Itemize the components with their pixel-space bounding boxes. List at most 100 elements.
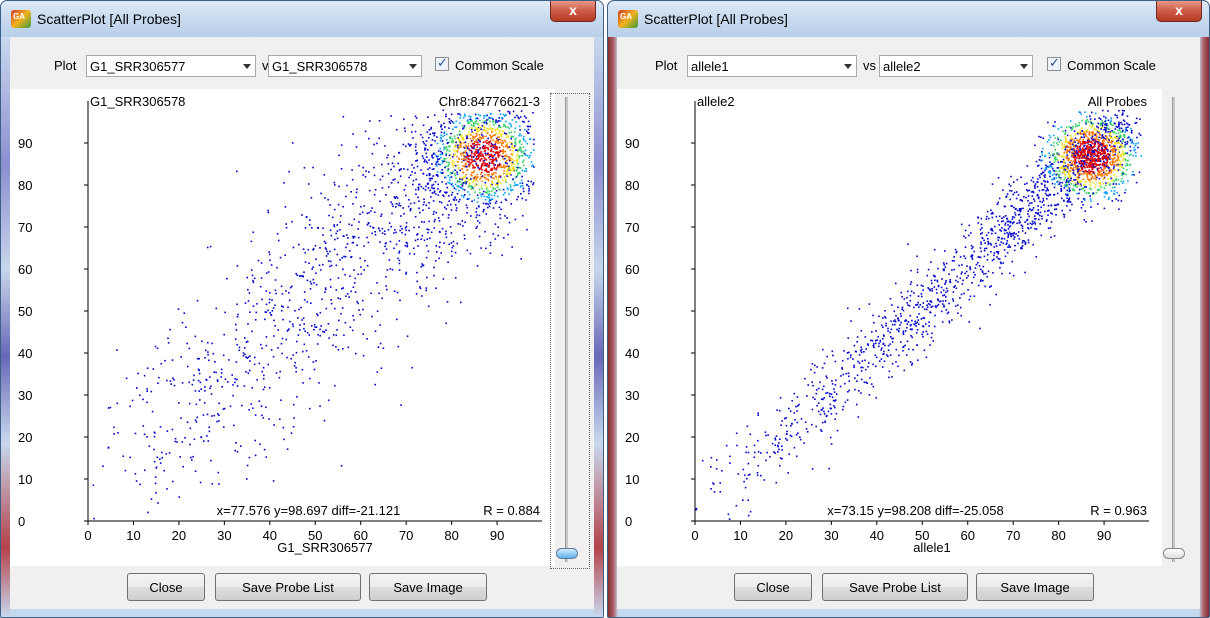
- scatter-point: [1081, 141, 1084, 143]
- scatter-point: [1102, 156, 1105, 158]
- scatter-point: [786, 433, 788, 435]
- scatter-point: [180, 356, 182, 358]
- common-scale-checkbox[interactable]: ✓: [1047, 55, 1061, 71]
- scatter-point: [368, 189, 371, 192]
- scatter-point: [1051, 182, 1054, 185]
- scatter-point: [1048, 166, 1050, 168]
- scatter-point: [902, 349, 904, 352]
- x-dataset-select[interactable]: G1_SRR306577: [86, 55, 256, 77]
- scatter-point: [1024, 243, 1027, 245]
- scatter-point: [488, 164, 490, 167]
- scatter-point: [421, 155, 424, 157]
- scatter-point: [209, 245, 212, 248]
- y-dataset-select[interactable]: allele2: [879, 55, 1033, 77]
- scatter-point: [917, 323, 920, 325]
- scatter-point: [826, 377, 828, 379]
- scatter-point: [470, 128, 473, 131]
- scatter-point: [476, 173, 478, 176]
- scatter-chart[interactable]: 0 10 20 30 40 50 60 70 80 900102030405060708090G1…: [10, 89, 555, 566]
- window-close-button[interactable]: x: [1156, 1, 1202, 22]
- scatter-point: [258, 362, 261, 365]
- scatter-point: [484, 181, 487, 184]
- scatter-point: [1113, 147, 1116, 150]
- scatter-point: [1044, 192, 1047, 195]
- dot-size-slider-track[interactable]: [565, 97, 568, 562]
- title-bar[interactable]: GA ScatterPlot [All Probes] x: [608, 1, 1209, 37]
- scatter-point: [1066, 183, 1068, 186]
- scatter-point: [1053, 193, 1056, 196]
- scatter-point: [492, 150, 495, 153]
- scatter-point: [937, 285, 940, 288]
- scatter-point: [1052, 125, 1055, 127]
- scatter-point: [503, 164, 505, 167]
- y-dataset-select[interactable]: G1_SRR306578: [268, 55, 422, 77]
- scatter-point: [464, 141, 467, 143]
- title-bar[interactable]: GA ScatterPlot [All Probes] x: [1, 1, 603, 37]
- save-image-button[interactable]: Save Image: [369, 573, 487, 601]
- scatter-point: [1070, 146, 1072, 149]
- scatter-point: [1071, 168, 1074, 170]
- scatter-point: [267, 211, 270, 214]
- scatter-point: [889, 343, 891, 345]
- scatter-point: [1045, 194, 1048, 197]
- scatter-point: [1086, 159, 1089, 161]
- scatter-point: [1108, 170, 1110, 173]
- scatter-point: [1112, 168, 1115, 171]
- scatter-point: [854, 388, 856, 391]
- scatter-point: [486, 171, 489, 173]
- scatter-point: [208, 430, 211, 433]
- scatter-point: [514, 142, 516, 144]
- scatter-point: [436, 136, 438, 138]
- scatter-point: [481, 171, 483, 174]
- scatter-point: [481, 187, 483, 190]
- scatter-point: [830, 407, 832, 410]
- scatter-point: [143, 374, 146, 377]
- scatter-plot-area[interactable]: 0 10 20 30 40 50 60 70 80 90 0 10 20 30 40 50 60 70 80 90 al…: [617, 89, 1162, 566]
- common-scale-checkbox[interactable]: ✓: [435, 55, 449, 71]
- scatter-point: [282, 306, 284, 308]
- scatter-point: [189, 443, 191, 446]
- scatter-point: [333, 248, 336, 251]
- scatter-point: [508, 122, 511, 125]
- scatter-point: [470, 134, 472, 137]
- scatter-point: [337, 297, 339, 299]
- scatter-point: [1098, 182, 1100, 184]
- scatter-point: [113, 426, 115, 429]
- scatter-point: [475, 179, 477, 181]
- scatter-point: [495, 178, 498, 180]
- scatter-point: [1119, 140, 1122, 142]
- scatter-point: [949, 281, 952, 284]
- save-probe-list-button[interactable]: Save Probe List: [215, 573, 361, 601]
- scatter-point: [478, 235, 481, 238]
- scatter-point: [316, 313, 318, 315]
- scatter-point: [269, 312, 271, 314]
- scatter-point: [834, 384, 837, 386]
- scatter-point: [222, 354, 225, 357]
- scatter-point: [1069, 209, 1071, 212]
- close-button[interactable]: Close: [127, 573, 205, 601]
- scatter-point: [129, 456, 131, 459]
- scatter-point: [250, 269, 253, 271]
- scatter-chart[interactable]: 0 10 20 30 40 50 60 70 80 900102030405060708090al…: [617, 89, 1162, 566]
- scatter-point: [979, 233, 982, 235]
- scatter-point: [381, 187, 384, 189]
- scatter-point: [1076, 125, 1079, 127]
- scatter-point: [116, 402, 119, 405]
- scatter-point: [893, 310, 896, 313]
- scatter-point: [460, 154, 463, 157]
- scatter-point: [1083, 157, 1086, 159]
- scatter-point: [470, 149, 472, 152]
- scatter-point: [1074, 134, 1076, 136]
- scatter-point: [1112, 167, 1115, 169]
- scatter-plot-area[interactable]: 0 10 20 30 40 50 60 70 80 90 0 10 20 30 40 50 60 70 80 90 G1…: [10, 89, 555, 566]
- scatter-point: [1114, 128, 1117, 130]
- scatter-point: [1008, 231, 1011, 234]
- scatter-point: [1092, 192, 1094, 194]
- x-dataset-select[interactable]: allele1: [687, 55, 857, 77]
- scatter-point: [277, 329, 279, 331]
- scatter-point: [1044, 210, 1046, 213]
- scatter-point: [710, 456, 713, 459]
- dot-size-slider-thumb[interactable]: [556, 548, 578, 559]
- window-close-button[interactable]: x: [550, 1, 596, 22]
- scatter-point: [959, 277, 962, 280]
